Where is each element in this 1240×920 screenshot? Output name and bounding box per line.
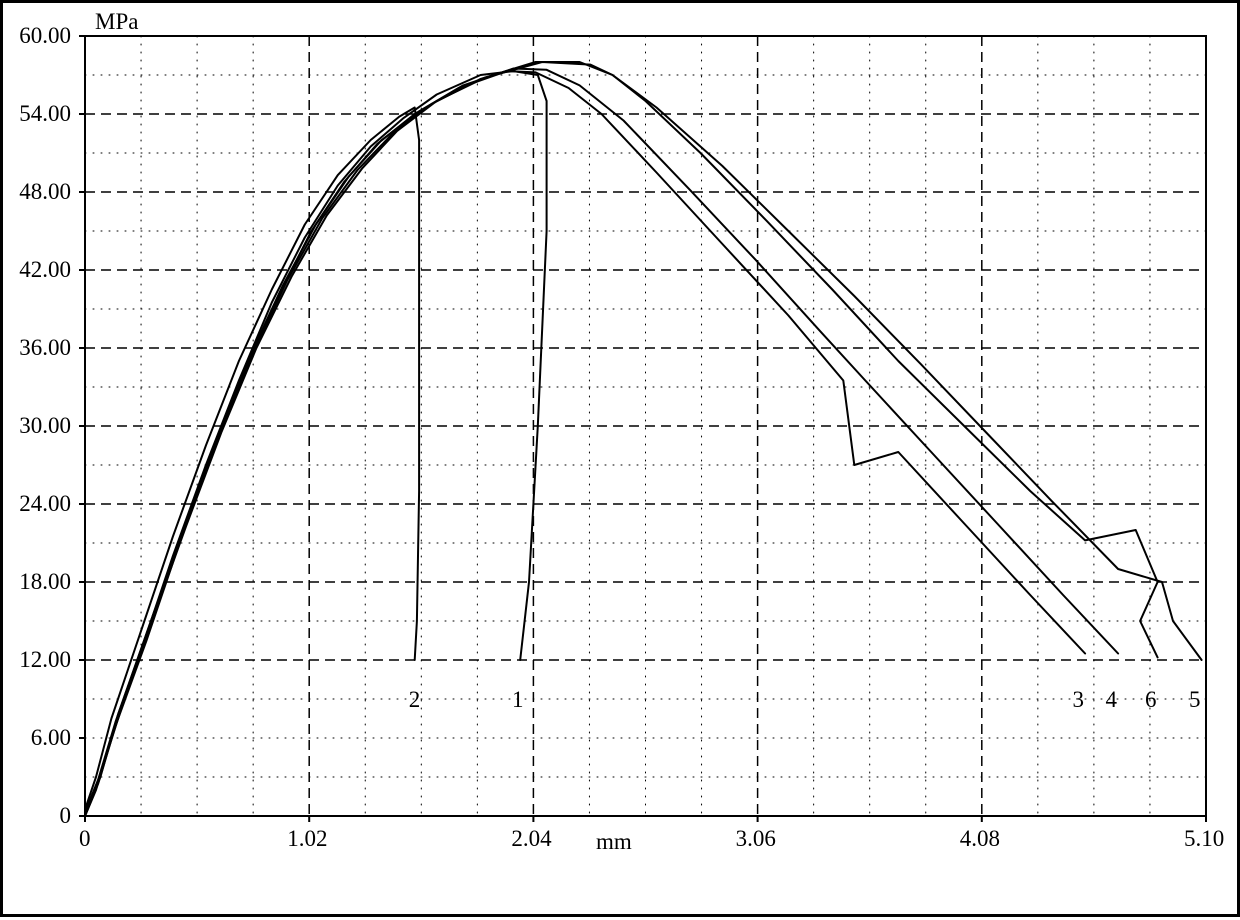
series-label: 1 [512, 687, 524, 713]
y-tick-label: 24.00 [19, 491, 71, 517]
y-tick-label: 54.00 [19, 101, 71, 127]
x-tick-label: 1.02 [287, 826, 327, 852]
y-tick-label: 60.00 [19, 23, 71, 49]
series-label: 5 [1189, 687, 1201, 713]
y-tick-label: 30.00 [19, 413, 71, 439]
y-tick-label: 48.00 [19, 179, 71, 205]
y-axis-unit-label: MPa [95, 9, 138, 35]
x-tick-label: 5.10 [1184, 826, 1224, 852]
x-axis-unit-label: mm [596, 829, 632, 855]
y-tick-label: 0 [60, 803, 72, 829]
x-tick-label: 4.08 [960, 826, 1000, 852]
y-tick-label: 6.00 [31, 725, 71, 751]
series-label: 2 [409, 687, 421, 713]
y-tick-label: 42.00 [19, 257, 71, 283]
y-tick-label: 18.00 [19, 569, 71, 595]
chart-frame: MPa mm 0 1.02 2.04 3.06 4.08 5.10 0 6.00 12.00 18… [0, 0, 1240, 917]
y-tick-label: 12.00 [19, 647, 71, 673]
series-label: 6 [1145, 687, 1157, 713]
x-tick-label: 0 [79, 826, 91, 852]
x-tick-label: 2.04 [511, 826, 551, 852]
x-tick-label: 3.06 [736, 826, 776, 852]
series-label: 3 [1073, 687, 1085, 713]
stress-strain-chart [3, 3, 1240, 920]
series-label: 4 [1105, 687, 1117, 713]
y-tick-label: 36.00 [19, 335, 71, 361]
